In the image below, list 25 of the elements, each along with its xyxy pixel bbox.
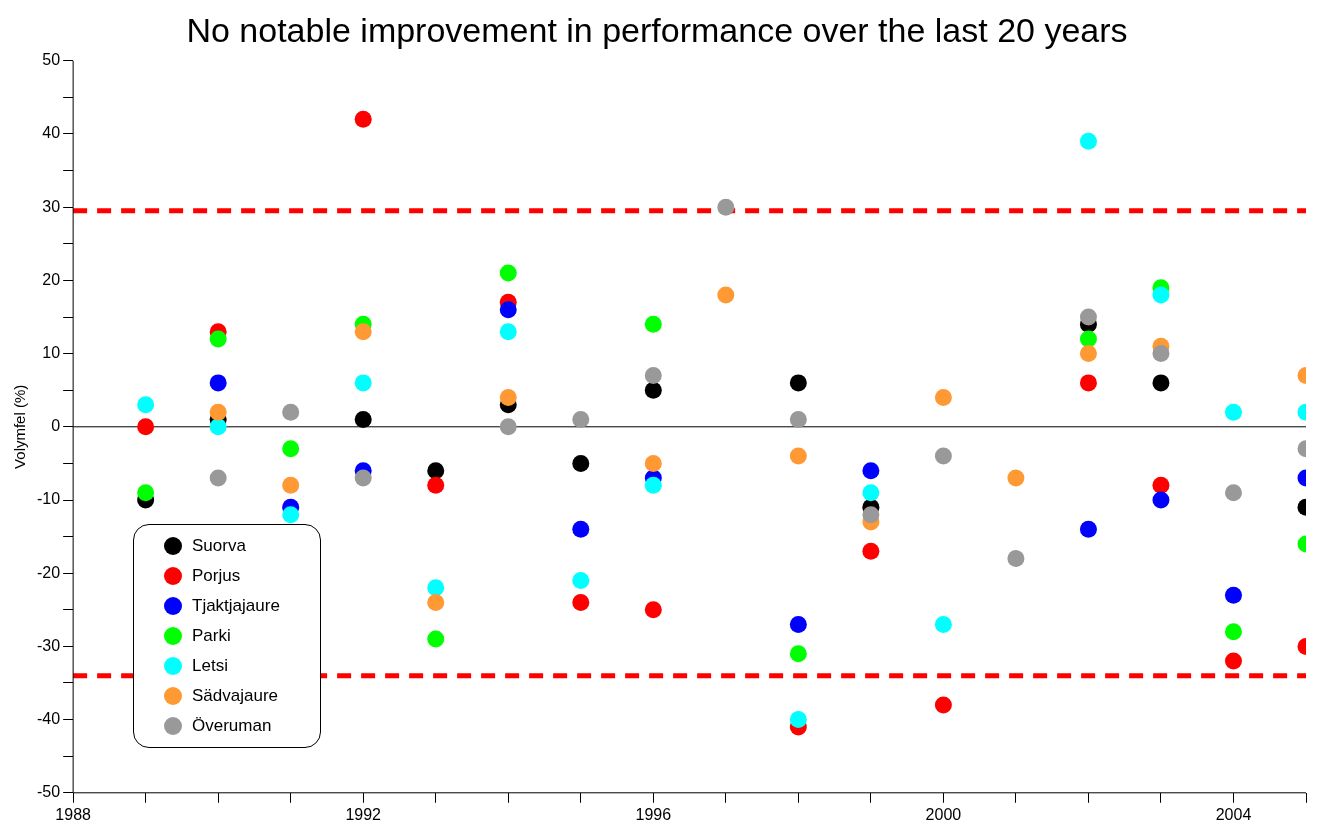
y-tick-label: 0 — [51, 417, 61, 435]
legend-label: Porjus — [192, 566, 241, 586]
legend-label: Letsi — [192, 656, 228, 676]
y-tick-label: -40 — [37, 710, 61, 728]
legend-label: Parki — [192, 626, 231, 646]
y-tick-label: 50 — [42, 51, 61, 69]
y-tick-label: 40 — [42, 124, 61, 142]
legend-label: Sädvajaure — [192, 686, 279, 706]
y-tick-label: -10 — [37, 490, 61, 508]
legend-label: Suorva — [192, 536, 246, 556]
y-tick-label: 10 — [42, 344, 61, 362]
x-tick-label: 2000 — [925, 805, 962, 823]
y-tick-label: -20 — [37, 563, 61, 581]
y-axis-title: Volymfel (%) — [11, 384, 29, 469]
y-tick-label: 20 — [42, 270, 61, 288]
y-tick-label: -50 — [37, 783, 61, 801]
x-tick-label: 2004 — [1215, 805, 1252, 823]
legend-label: Tjaktjajaure — [192, 596, 280, 616]
x-tick-label: 1988 — [55, 805, 92, 823]
y-tick-label: -30 — [37, 636, 61, 654]
legend-label: Överuman — [192, 716, 272, 736]
x-tick-label: 1996 — [635, 805, 672, 823]
y-tick-label: 30 — [42, 197, 61, 215]
chart-title: No notable improvement in performance over the last 20 years — [186, 10, 1128, 49]
x-tick-label: 1992 — [345, 805, 382, 823]
